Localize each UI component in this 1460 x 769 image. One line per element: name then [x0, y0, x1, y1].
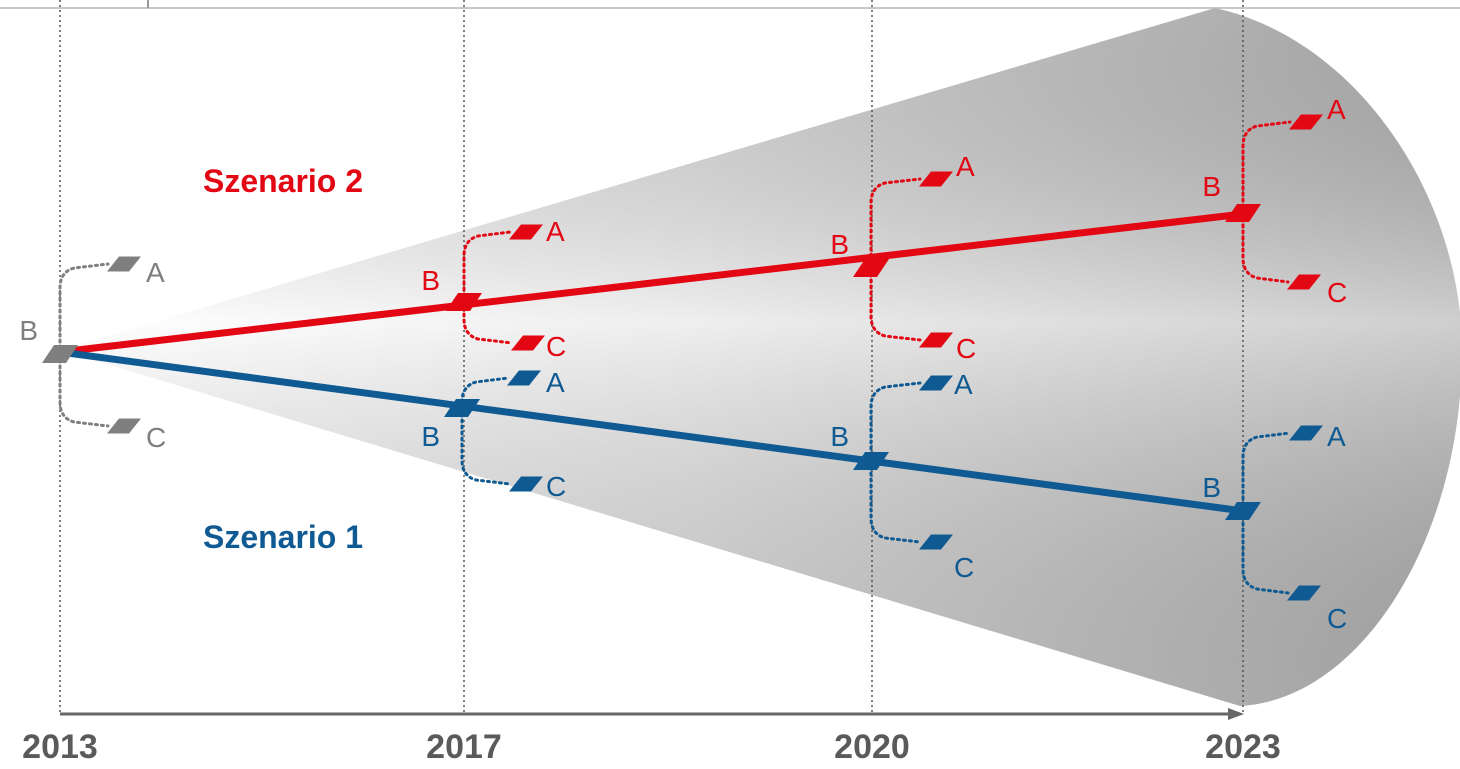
branch-link-c [1241, 211, 1290, 284]
node-b-marker [1225, 502, 1261, 520]
node-b-marker [1225, 204, 1261, 222]
node-c-label: C [956, 333, 976, 364]
node-c-label: C [954, 552, 974, 583]
branch-group-s1-2020: B A C [830, 369, 974, 583]
node-a-label: A [956, 151, 975, 182]
node-a-label: A [546, 216, 565, 247]
branch-link-a [869, 381, 922, 463]
branch-link-c [1241, 509, 1290, 595]
node-c-label: C [546, 331, 566, 362]
branch-group-s1-2023: B A C [1202, 421, 1347, 634]
node-b-label: B [830, 421, 849, 452]
year-label-2013: 2013 [22, 728, 98, 764]
year-label-2023: 2023 [1205, 728, 1281, 764]
node-b-label: B [830, 229, 849, 260]
node-c-marker [1287, 585, 1321, 601]
node-b-label: B [421, 421, 440, 452]
node-b-label: B [1202, 472, 1221, 503]
branch-link-a [1241, 431, 1292, 513]
node-b-label: B [19, 315, 38, 346]
branch-group-s2-2023: B A C [1202, 94, 1347, 308]
node-a-marker [1289, 114, 1323, 130]
node-a-label: A [1327, 94, 1346, 125]
node-a-marker [509, 224, 543, 240]
branch-group-s2-2020: B A C [830, 151, 976, 364]
node-c-label: C [146, 422, 166, 453]
time-axis [60, 708, 1244, 720]
scenario-1-line [59, 348, 1244, 515]
node-a-marker [919, 375, 953, 391]
node-b-marker [853, 452, 889, 470]
branch-link-c [58, 352, 110, 428]
year-label-2017: 2017 [426, 728, 502, 764]
axis-arrow-icon [1228, 708, 1244, 720]
node-c-label: C [1327, 277, 1347, 308]
node-a-marker [507, 370, 541, 386]
node-b-label: B [421, 265, 440, 296]
node-a-marker [919, 171, 953, 187]
node-a-label: A [546, 367, 565, 398]
node-b-marker [444, 399, 480, 417]
branch-link-c [462, 300, 514, 345]
branch-group-start-2013: B A C [19, 256, 166, 453]
node-c-label: C [1327, 603, 1347, 634]
branch-link-a [58, 262, 110, 356]
node-c-label: C [546, 471, 566, 502]
scenario-2-label: Szenario 2 [203, 163, 363, 199]
uncertainty-cone [60, 8, 1460, 706]
year-labels: 2013 2017 2020 2023 [22, 728, 1281, 766]
branch-link-a [1241, 120, 1292, 215]
node-c-marker [919, 534, 953, 550]
branch-link-c [460, 406, 512, 486]
node-a-label: A [1327, 421, 1346, 452]
node-b-marker [42, 345, 78, 363]
node-c-marker [107, 418, 141, 434]
node-a-marker [107, 256, 141, 272]
scenario-2-line [59, 210, 1244, 356]
branch-link-a [869, 177, 922, 270]
branch-link-a [462, 230, 512, 304]
branch-link-c [869, 459, 922, 544]
node-c-marker [511, 335, 545, 351]
branch-group-s1-2017: B A C [421, 367, 566, 502]
scenario-1-label: Szenario 1 [203, 519, 363, 555]
branch-link-c [869, 266, 922, 342]
year-label-2020: 2020 [834, 728, 910, 764]
node-c-marker [919, 332, 953, 348]
node-b-label: B [1202, 171, 1221, 202]
node-c-marker [1287, 274, 1321, 290]
branch-group-s2-2017: B A C [421, 216, 566, 362]
node-a-label: A [954, 369, 973, 400]
node-b-marker [446, 293, 482, 311]
node-b-marker [853, 259, 889, 277]
node-c-marker [509, 476, 543, 492]
node-a-label: A [146, 257, 165, 288]
node-a-marker [1289, 425, 1323, 441]
